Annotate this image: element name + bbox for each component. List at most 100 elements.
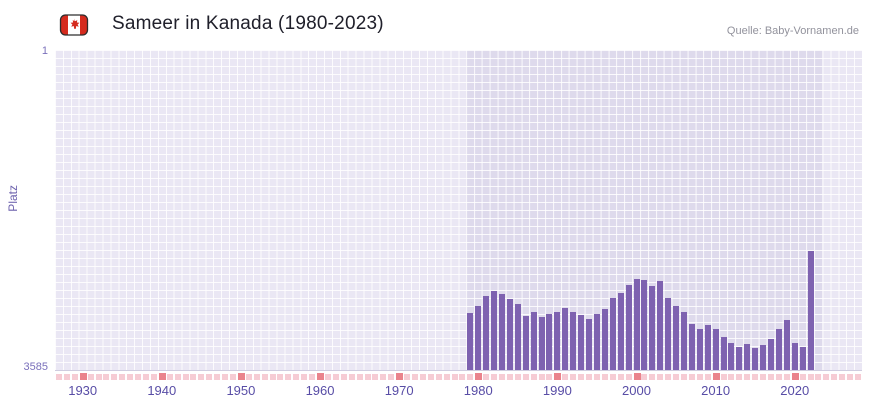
x-tick-label-1970: 1970 [384,383,414,398]
year-marker [182,374,189,380]
y-tick-bottom: 3585 [23,361,48,373]
bar-1995 [593,314,600,370]
bar-2013 [736,347,743,370]
year-marker [245,374,252,380]
year-marker [63,374,70,380]
year-marker [546,374,553,380]
decade-marker [237,373,245,380]
bar-1992 [570,311,577,370]
bar-2005 [673,306,680,370]
x-tick-label-1980: 1980 [463,383,493,398]
decade-marker [791,373,799,380]
bar-1982 [491,291,498,370]
year-marker [332,374,339,380]
year-marker [340,374,347,380]
bar-1986 [522,316,529,370]
year-marker [269,374,276,380]
bar-2004 [665,298,672,370]
year-marker [736,374,743,380]
x-tick-label-1930: 1930 [68,383,98,398]
year-marker [720,374,727,380]
decade-marker [317,373,325,380]
y-tick-top: 1 [41,45,48,57]
bar-1999 [625,284,632,370]
bar-2007 [688,324,695,370]
bar-1998 [617,292,624,370]
year-marker [696,374,703,380]
bar-2012 [728,342,735,370]
year-marker [222,374,229,380]
bar-2000 [633,278,640,370]
year-marker [578,374,585,380]
bar-2006 [680,311,687,370]
decade-marker [554,373,562,380]
year-marker [593,374,600,380]
chart-title: Sameer in Kanada (1980-2023) [112,13,384,34]
bar-2020 [791,342,798,370]
x-tick-label-2010: 2010 [701,383,731,398]
bar-1994 [586,318,593,370]
x-tick-label-1960: 1960 [305,383,335,398]
bar-2009 [704,324,711,370]
x-tick-label-1940: 1940 [147,383,177,398]
year-marker [760,374,767,380]
year-marker [230,374,236,380]
year-marker [135,374,142,380]
year-marker [174,374,181,380]
year-marker [309,374,316,380]
year-marker [855,374,862,380]
bar-2022 [807,250,814,370]
year-marker [356,374,363,380]
year-marker [807,374,814,380]
canada-flag-icon [58,9,90,41]
bars-layer [55,50,862,370]
year-marker [815,374,822,380]
bar-2017 [768,339,774,370]
decade-marker [396,373,404,380]
bar-1979 [467,313,474,370]
bar-2002 [649,285,656,370]
bar-2003 [657,281,664,370]
year-marker [839,374,846,380]
year-marker [348,374,355,380]
year-marker [95,374,102,380]
x-axis-ticks: 1930 1940 1950 1960 1970 1980 1990 2000 2010 2020 [55,383,862,403]
year-marker [285,374,292,380]
year-marker [293,374,300,380]
bar-2016 [760,344,767,370]
year-marker [728,374,735,380]
year-marker [847,374,854,380]
year-marker [609,374,616,380]
year-marker [625,374,632,380]
year-marker [166,374,173,380]
year-marker [253,374,260,380]
year-marker [649,374,656,380]
year-marker [744,374,751,380]
year-marker [190,374,197,380]
year-marker [150,374,157,380]
year-marker [427,374,434,380]
bar-1980 [475,306,482,370]
year-marker [617,374,624,380]
year-marker [530,374,537,380]
year-marker [570,374,577,380]
bar-2001 [641,280,648,370]
year-marker [799,374,806,380]
year-marker [404,374,411,380]
year-marker [111,374,118,380]
year-marker [71,374,78,380]
year-marker [277,374,284,380]
bar-2019 [783,319,790,370]
year-marker [752,374,759,380]
x-tick-label-1990: 1990 [542,383,572,398]
decade-marker [633,373,641,380]
year-marker [499,374,505,380]
bar-1993 [578,315,585,370]
year-marker [673,374,680,380]
bar-1989 [546,314,553,370]
year-marker [831,374,838,380]
year-marker [601,374,608,380]
bar-1996 [601,308,608,370]
year-marker [372,374,379,380]
